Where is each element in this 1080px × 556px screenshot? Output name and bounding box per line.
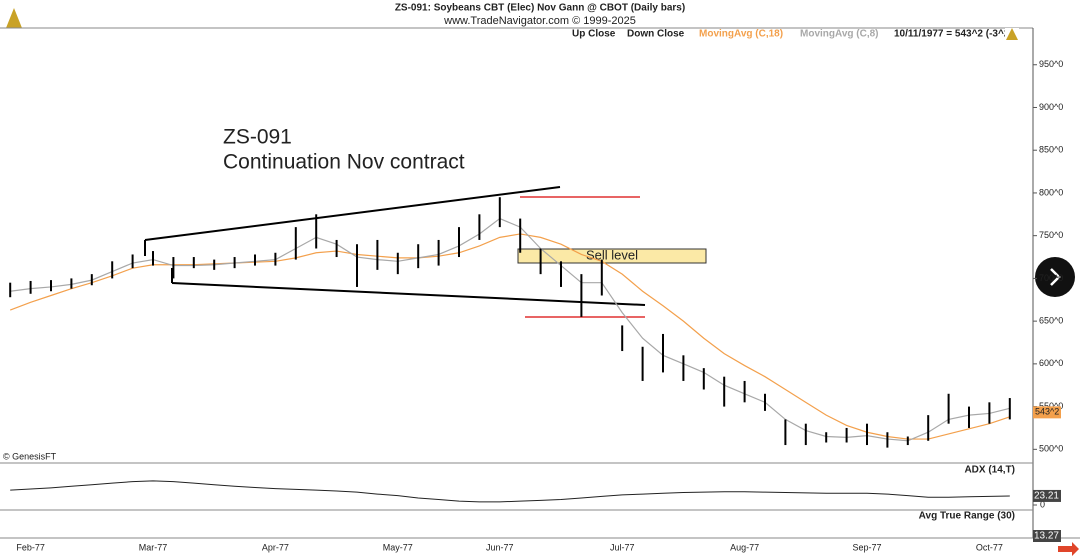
y-tick-label: 0 — [1040, 499, 1045, 509]
legend-entry: Down Close — [627, 29, 685, 40]
icon — [1006, 28, 1018, 40]
atr-value: 13.27 — [1034, 531, 1059, 542]
y-tick-label: 750^0 — [1039, 230, 1063, 240]
adx-value: 23.21 — [1034, 491, 1059, 502]
y-tick-label: 600^0 — [1039, 358, 1063, 368]
title: ZS-091: Soybeans CBT (Elec) Nov Gann @ C… — [395, 3, 685, 14]
x-tick-label: May-77 — [383, 542, 413, 552]
y-tick-label: 800^0 — [1039, 187, 1063, 197]
value-box — [1033, 530, 1061, 542]
moving-average — [9, 233, 1010, 440]
status-text: 10/11/1977 = 543^2 (-3^2) — [894, 29, 1013, 40]
y-tick-label: 550^0 — [1039, 401, 1063, 411]
subtitle: www.TradeNavigator.com © 1999-2025 — [443, 15, 636, 27]
indicator-name: Avg True Range (30) — [919, 511, 1015, 522]
x-tick-label: Apr-77 — [262, 542, 289, 552]
y-tick-label: 850^0 — [1039, 145, 1063, 155]
y-tick-label: 950^0 — [1039, 59, 1063, 69]
scroll-arrow[interactable] — [1058, 542, 1079, 556]
copyright: © GenesisFT — [3, 451, 57, 461]
x-tick-label: Aug-77 — [730, 542, 759, 552]
last-price-box — [1033, 406, 1061, 419]
annotation: Continuation Nov contract — [223, 151, 465, 174]
legend-entry: Up Close — [572, 29, 616, 40]
next-button[interactable] — [1035, 257, 1075, 297]
annotation: ZS-091 — [223, 126, 292, 149]
x-tick-label: Jun-77 — [486, 542, 514, 552]
x-tick-label: Feb-77 — [16, 542, 45, 552]
y-tick-label: 500^0 — [1039, 444, 1063, 454]
moving-average — [10, 217, 1010, 442]
trend-line — [144, 186, 561, 241]
annotation: Sell level — [586, 247, 638, 262]
logo — [6, 8, 22, 28]
y-tick-label: 900^0 — [1039, 102, 1063, 112]
x-tick-label: Sep-77 — [852, 542, 881, 552]
y-tick-label: 700^0 — [1039, 273, 1063, 283]
y-tick-label: 650^0 — [1039, 316, 1063, 326]
x-tick-label: Oct-77 — [976, 542, 1003, 552]
adx-line — [10, 480, 1010, 503]
last-price-label: 543^2 — [1035, 407, 1059, 417]
indicator-name: ADX (14,T) — [964, 465, 1015, 476]
trend-line — [171, 282, 646, 306]
next-icon — [1050, 268, 1061, 286]
x-tick-label: Jul-77 — [610, 542, 635, 552]
legend-entry: MovingAvg (C,8) — [800, 29, 879, 40]
sell-box — [517, 248, 707, 264]
legend-entry: MovingAvg (C,18) — [699, 29, 783, 40]
x-tick-label: Mar-77 — [139, 542, 168, 552]
value-box — [1033, 489, 1061, 502]
